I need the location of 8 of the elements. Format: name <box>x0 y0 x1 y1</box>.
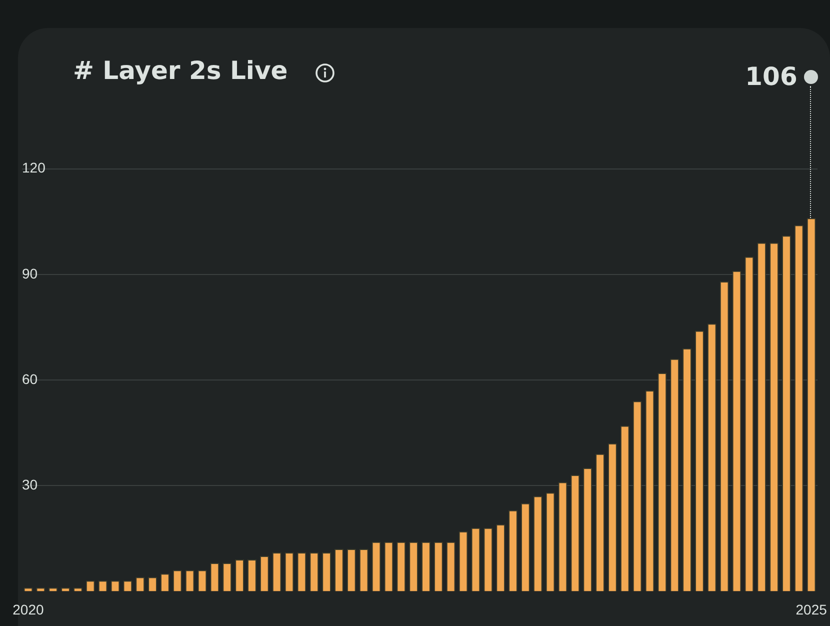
y-tick-label: 120 <box>22 160 46 176</box>
x-tick-label: 2020 <box>12 601 44 618</box>
y-tick-label: 60 <box>22 370 38 387</box>
annotation: 106 <box>745 62 798 91</box>
x-tick-label: 2025 <box>796 601 828 618</box>
y-tick-label: 30 <box>22 476 38 492</box>
y-tick-label: 90 <box>22 265 38 282</box>
text: # Layer 2s Live <box>73 56 288 85</box>
